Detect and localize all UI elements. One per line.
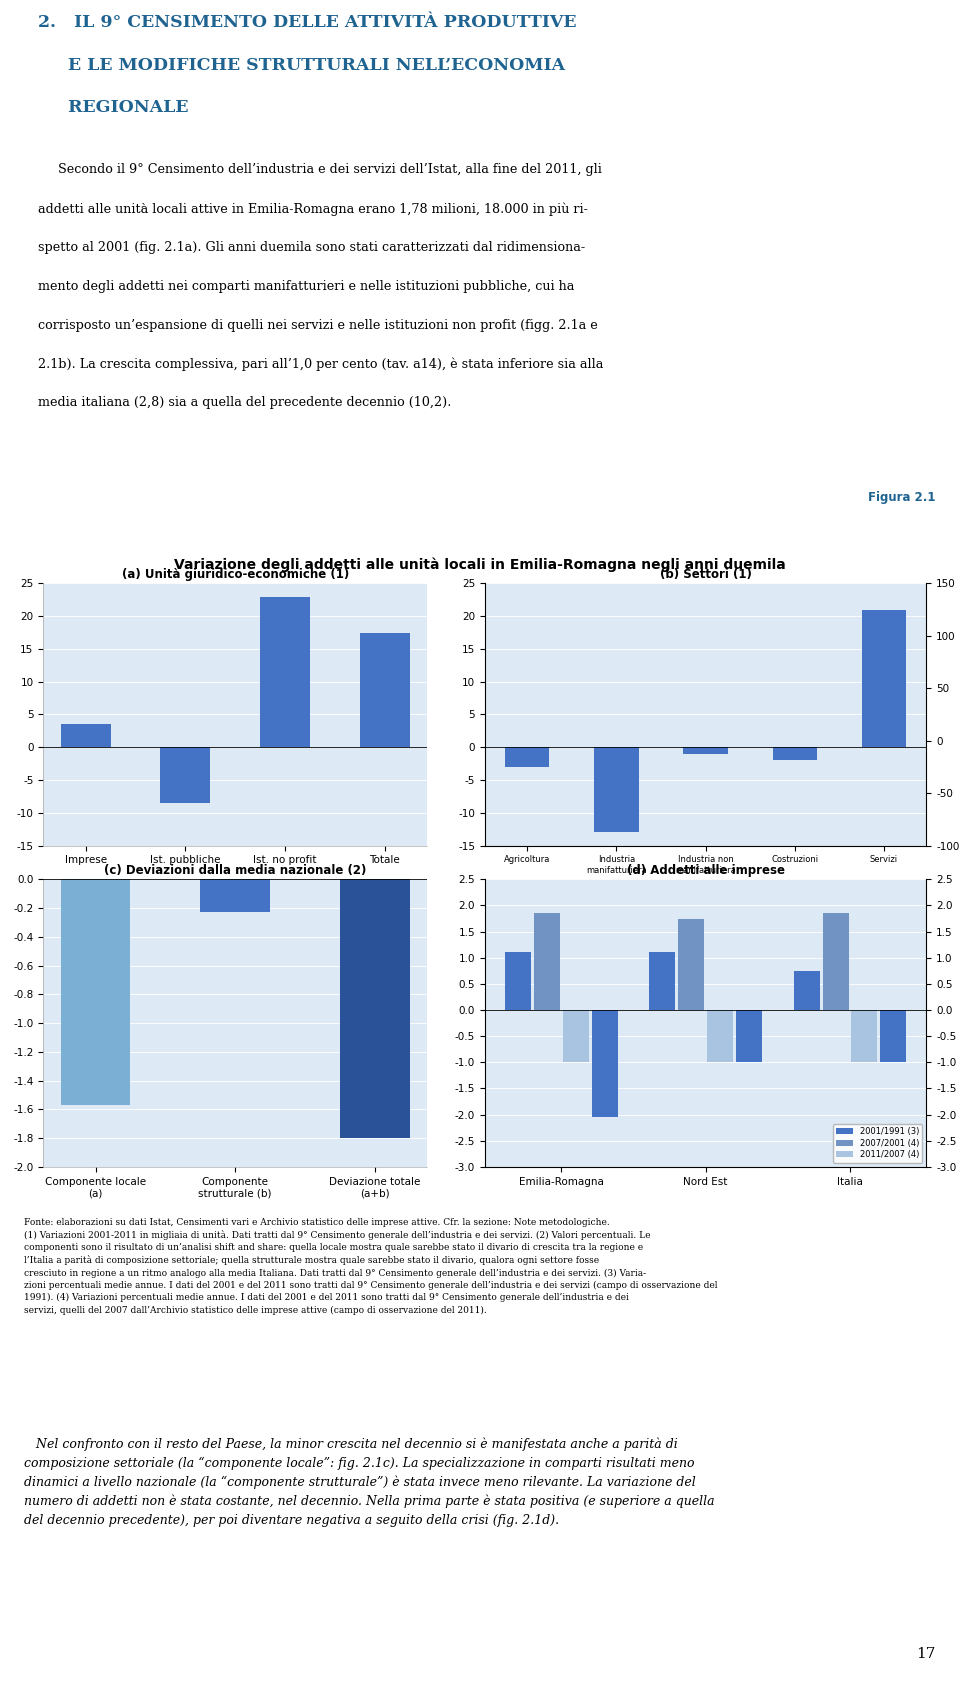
- Title: (b) Settori (1): (b) Settori (1): [660, 568, 752, 580]
- Legend: 2001/1991 (3), 2007/2001 (4), 2011/2007 (4): 2001/1991 (3), 2007/2001 (4), 2011/2007 …: [833, 1125, 923, 1163]
- Bar: [563, 1010, 588, 1062]
- Bar: [505, 952, 531, 1010]
- Title: (d) Addetti alle imprese: (d) Addetti alle imprese: [627, 864, 784, 876]
- Text: 2.1b). La crescita complessiva, pari all’1,0 per cento (tav. a14), è stata infer: 2.1b). La crescita complessiva, pari all…: [38, 357, 604, 370]
- Text: Variazione degli addetti alle unità locali in Emilia-Romagna negli anni duemila: Variazione degli addetti alle unità loca…: [174, 558, 786, 572]
- Text: media italiana (2,8) sia a quella del precedente decennio (10,2).: media italiana (2,8) sia a quella del pr…: [38, 396, 452, 409]
- Bar: [594, 747, 638, 832]
- Bar: [862, 609, 906, 747]
- Text: spetto al 2001 (fig. 2.1a). Gli anni duemila sono stati caratterizzati dal ridim: spetto al 2001 (fig. 2.1a). Gli anni due…: [38, 242, 586, 254]
- Bar: [60, 724, 110, 747]
- Text: REGIONALE: REGIONALE: [38, 100, 189, 117]
- Bar: [649, 952, 675, 1010]
- Bar: [736, 1010, 762, 1062]
- Bar: [794, 971, 820, 1010]
- Bar: [684, 747, 728, 754]
- Text: mento degli addetti nei comparti manifatturieri e nelle istituzioni pubbliche, c: mento degli addetti nei comparti manifat…: [38, 279, 575, 293]
- Bar: [505, 747, 549, 766]
- Text: Fonte: elaborazioni su dati Istat, Censimenti vari e Archivio statistico delle i: Fonte: elaborazioni su dati Istat, Censi…: [24, 1218, 717, 1316]
- Title: (a) Unità giuridico-economiche (1): (a) Unità giuridico-economiche (1): [122, 568, 348, 580]
- Bar: [60, 879, 131, 1104]
- Bar: [201, 879, 270, 913]
- Text: 2.   IL 9° CENSIMENTO DELLE ATTIVITÀ PRODUTTIVE: 2. IL 9° CENSIMENTO DELLE ATTIVITÀ PRODU…: [38, 14, 577, 30]
- Bar: [852, 1010, 877, 1062]
- Text: Figura 2.1: Figura 2.1: [869, 490, 936, 504]
- Bar: [260, 597, 310, 747]
- Bar: [880, 1010, 906, 1062]
- Bar: [708, 1010, 733, 1062]
- Text: addetti alle unità locali attive in Emilia-Romagna erano 1,78 milioni, 18.000 in: addetti alle unità locali attive in Emil…: [38, 203, 588, 216]
- Bar: [678, 918, 704, 1010]
- Bar: [823, 913, 849, 1010]
- Text: 17: 17: [917, 1647, 936, 1661]
- Text: corrisposto un’espansione di quelli nei servizi e nelle istituzioni non profit (: corrisposto un’espansione di quelli nei …: [38, 318, 598, 331]
- Bar: [534, 913, 560, 1010]
- Bar: [773, 747, 817, 761]
- Text: Secondo il 9° Censimento dell’industria e dei servizi dell’Istat, alla fine del : Secondo il 9° Censimento dell’industria …: [38, 164, 602, 176]
- Bar: [340, 879, 410, 1138]
- Bar: [591, 1010, 617, 1118]
- Bar: [160, 747, 210, 803]
- Text: E LE MODIFICHE STRUTTURALI NELL’ECONOMIA: E LE MODIFICHE STRUTTURALI NELL’ECONOMIA: [38, 57, 565, 74]
- Text: Nel confronto con il resto del Paese, la minor crescita nel decennio si è manife: Nel confronto con il resto del Paese, la…: [24, 1437, 714, 1527]
- Bar: [360, 632, 410, 747]
- Title: (c) Deviazioni dalla media nazionale (2): (c) Deviazioni dalla media nazionale (2): [104, 864, 367, 876]
